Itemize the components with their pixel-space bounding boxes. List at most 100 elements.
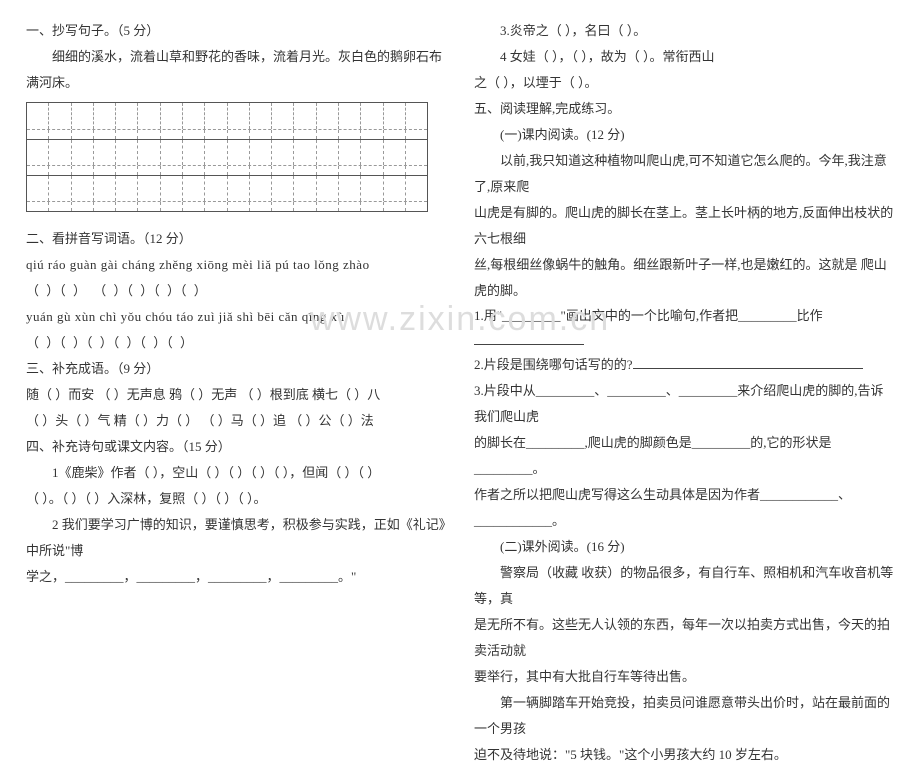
grid-cell — [339, 103, 361, 129]
p2-para1: 警察局（收藏 收获）的物品很多，有自行车、照相机和汽车收音机等等，真 — [474, 560, 894, 612]
grid-cell — [272, 103, 294, 129]
grid-cell — [361, 140, 383, 165]
grid-cell — [361, 103, 383, 129]
grid-cell — [317, 202, 339, 211]
grid-cell — [272, 130, 294, 139]
grid-cell — [161, 202, 183, 211]
grid-cell — [272, 202, 294, 211]
section-4-q1b: （ ）。（ ）（ ）入深林，复照（ ）（ ）（ ）。 — [26, 486, 446, 512]
grid-cell — [228, 176, 250, 201]
grid-cell — [27, 202, 49, 211]
grid-row — [27, 139, 427, 165]
grid-cell — [94, 103, 116, 129]
part1-title: (一)课内阅读。(12 分) — [474, 122, 894, 148]
grid-cell — [72, 166, 94, 175]
grid-cell — [250, 103, 272, 129]
grid-cell — [138, 176, 160, 201]
grid-cell — [250, 176, 272, 201]
writing-grid — [26, 102, 428, 212]
grid-cell — [250, 166, 272, 175]
grid-cell — [384, 140, 406, 165]
p1-q3b: 的脚长在_________,爬山虎的脚颜色是_________的,它的形状是__… — [474, 430, 894, 482]
grid-cell — [361, 130, 383, 139]
grid-cell — [406, 202, 427, 211]
grid-cell — [317, 166, 339, 175]
grid-cell — [317, 130, 339, 139]
grid-cell — [228, 130, 250, 139]
section-4-q2b: 学之，_________，_________，_________，_______… — [26, 564, 446, 590]
grid-cell — [272, 166, 294, 175]
grid-cell — [49, 130, 71, 139]
grid-cell — [72, 130, 94, 139]
grid-cell — [183, 103, 205, 129]
grid-cell — [317, 140, 339, 165]
grid-cell — [294, 166, 316, 175]
grid-cell — [205, 202, 227, 211]
grid-cell — [361, 176, 383, 201]
grid-cell — [339, 176, 361, 201]
p1-q1: 1.用"_________"画出文中的一个比喻句,作者把_________比作 — [474, 304, 894, 353]
grid-cell — [161, 140, 183, 165]
grid-cell — [116, 140, 138, 165]
section-1-title: 一、抄写句子。（5 分） — [26, 18, 446, 44]
grid-cell — [406, 103, 427, 129]
grid-cell — [161, 130, 183, 139]
grid-cell — [116, 202, 138, 211]
p1-para3: 丝,每根细丝像蜗牛的触角。细丝跟新叶子一样,也是嫩红的。这就是 爬山虎的脚。 — [474, 252, 894, 304]
blank-line — [633, 356, 863, 369]
section-3-title: 三、补充成语。（9 分） — [26, 356, 446, 382]
grid-cell — [294, 140, 316, 165]
p2-para2: 是无所不有。这些无人认领的东西，每年一次以拍卖方式出售，今天的拍卖活动就 — [474, 612, 894, 664]
grid-cell — [406, 176, 427, 201]
grid-cell — [361, 166, 383, 175]
grid-cell — [406, 140, 427, 165]
p1-q2-text: 2.片段是围绕哪句话写的的? — [474, 357, 633, 372]
grid-cell — [339, 202, 361, 211]
grid-cell — [49, 176, 71, 201]
section-2-title: 二、看拼音写词语。（12 分） — [26, 226, 446, 252]
grid-cell — [116, 103, 138, 129]
grid-cell — [272, 176, 294, 201]
grid-cell — [250, 202, 272, 211]
pinyin-row-2: yuán gù xùn chì yǒu chóu táo zuì jiǎ shì… — [26, 304, 446, 330]
grid-row-half — [27, 165, 427, 175]
grid-cell — [94, 166, 116, 175]
grid-cell — [116, 166, 138, 175]
blank-line — [474, 332, 584, 345]
grid-cell — [138, 166, 160, 175]
grid-cell — [228, 103, 250, 129]
grid-cell — [49, 202, 71, 211]
grid-cell — [317, 176, 339, 201]
grid-cell — [205, 103, 227, 129]
grid-cell — [406, 166, 427, 175]
grid-cell — [94, 140, 116, 165]
grid-cell — [250, 140, 272, 165]
grid-cell — [94, 130, 116, 139]
p1-q3c: 作者之所以把爬山虎写得这么生动具体是因为作者____________、_____… — [474, 482, 894, 534]
grid-cell — [72, 176, 94, 201]
grid-cell — [294, 202, 316, 211]
section-3-line-2: （ ）头（ ）气 精（ ）力（ ） （ ）马（ ）追 （ ）公（ ）法 — [26, 408, 446, 434]
grid-cell — [72, 202, 94, 211]
grid-cell — [228, 202, 250, 211]
grid-cell — [116, 176, 138, 201]
grid-cell — [138, 202, 160, 211]
p2-para4: 第一辆脚踏车开始竞投，拍卖员问谁愿意带头出价时，站在最前面的一个男孩 — [474, 690, 894, 742]
section-4-q2a: 2 我们要学习广博的知识，要谨慎思考，积极参与实践，正如《礼记》中所说"博 — [26, 512, 446, 564]
grid-cell — [228, 140, 250, 165]
grid-cell — [72, 103, 94, 129]
q4-line-b: 之（ ），以堙于（ ）。 — [474, 70, 894, 96]
grid-cell — [384, 103, 406, 129]
grid-cell — [384, 166, 406, 175]
grid-cell — [27, 166, 49, 175]
grid-cell — [183, 202, 205, 211]
grid-cell — [317, 103, 339, 129]
grid-cell — [161, 103, 183, 129]
paren-row-1: （ ）（ ） （ ）（ ）（ ）（ ） — [26, 278, 446, 304]
grid-cell — [250, 130, 272, 139]
grid-cell — [205, 140, 227, 165]
part2-title: (二)课外阅读。(16 分) — [474, 534, 894, 560]
grid-cell — [27, 140, 49, 165]
grid-cell — [138, 130, 160, 139]
grid-cell — [183, 166, 205, 175]
